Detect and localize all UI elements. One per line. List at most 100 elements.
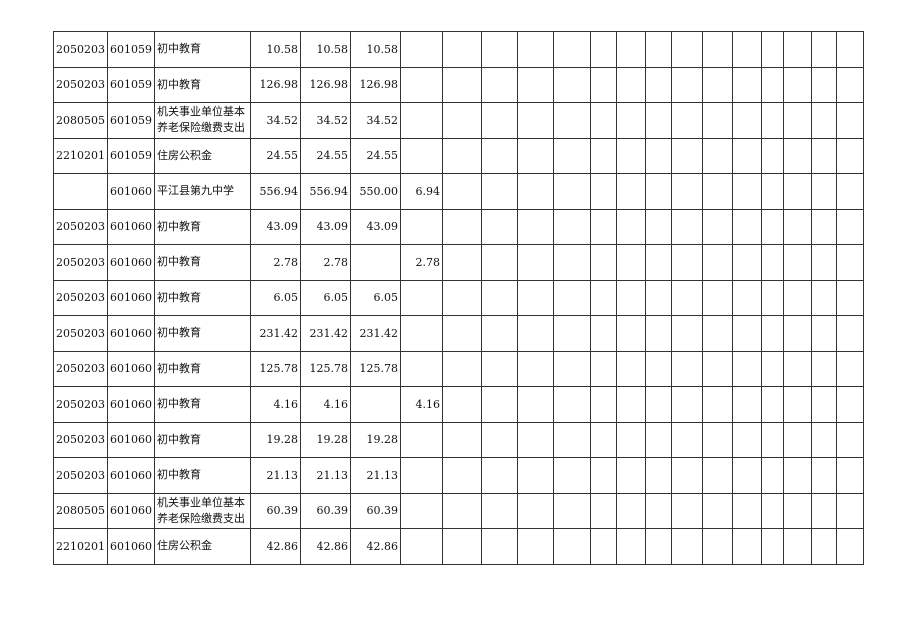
empty-cell (645, 208, 672, 245)
function-code-cell: 2050203 (53, 244, 108, 281)
empty-cell (702, 279, 733, 316)
item-name-cell: 机关事业单位基本养老保险缴费支出 (154, 102, 251, 139)
basic-expense-cell: 126.98 (350, 66, 401, 103)
empty-cell (481, 315, 518, 352)
empty-cell (481, 244, 518, 281)
empty-cell (590, 350, 617, 387)
item-name-cell: 初中教育 (154, 208, 251, 245)
empty-cell (442, 137, 482, 174)
empty-cell (442, 279, 482, 316)
empty-cell (481, 350, 518, 387)
empty-cell (442, 173, 482, 210)
item-name-cell: 住房公积金 (154, 528, 251, 565)
empty-cell (616, 492, 646, 529)
empty-cell (836, 279, 864, 316)
empty-cell (761, 350, 784, 387)
empty-cell (442, 244, 482, 281)
project-expense-cell: 4.16 (400, 386, 443, 423)
empty-cell (442, 315, 482, 352)
empty-cell (645, 457, 672, 494)
empty-cell (442, 528, 482, 565)
subtotal-cell: 21.13 (300, 457, 351, 494)
empty-cell (836, 66, 864, 103)
item-name-cell: 初中教育 (154, 421, 251, 458)
empty-cell (481, 173, 518, 210)
empty-cell (761, 66, 784, 103)
empty-cell (553, 173, 591, 210)
empty-cell (616, 528, 646, 565)
empty-cell (761, 244, 784, 281)
empty-cell (702, 350, 733, 387)
empty-cell (517, 137, 554, 174)
table-row: 601060 平江县第九中学 556.94 556.94 550.00 6.94 (53, 173, 864, 210)
empty-cell (517, 244, 554, 281)
project-expense-cell: 2.78 (400, 244, 443, 281)
empty-cell (590, 66, 617, 103)
unit-code-cell: 601060 (107, 208, 155, 245)
total-cell: 10.58 (250, 31, 301, 68)
empty-cell (442, 208, 482, 245)
function-code-cell: 2080505 (53, 492, 108, 529)
empty-cell (645, 31, 672, 68)
empty-cell (590, 528, 617, 565)
project-expense-cell (400, 66, 443, 103)
empty-cell (732, 66, 762, 103)
empty-cell (783, 421, 812, 458)
unit-code-cell: 601060 (107, 421, 155, 458)
empty-cell (481, 102, 518, 139)
empty-cell (783, 137, 812, 174)
empty-cell (517, 102, 554, 139)
empty-cell (442, 31, 482, 68)
empty-cell (811, 208, 837, 245)
function-code-cell: 2050203 (53, 350, 108, 387)
unit-code-cell: 601060 (107, 492, 155, 529)
project-expense-cell (400, 528, 443, 565)
empty-cell (783, 31, 812, 68)
function-code-cell: 2080505 (53, 102, 108, 139)
total-cell: 60.39 (250, 492, 301, 529)
empty-cell (481, 528, 518, 565)
empty-cell (671, 457, 703, 494)
empty-cell (517, 528, 554, 565)
subtotal-cell: 4.16 (300, 386, 351, 423)
empty-cell (590, 137, 617, 174)
empty-cell (590, 279, 617, 316)
empty-cell (442, 66, 482, 103)
item-name-cell: 初中教育 (154, 315, 251, 352)
project-expense-cell (400, 102, 443, 139)
empty-cell (517, 386, 554, 423)
empty-cell (590, 102, 617, 139)
empty-cell (671, 279, 703, 316)
empty-cell (836, 208, 864, 245)
empty-cell (645, 386, 672, 423)
empty-cell (761, 315, 784, 352)
item-name-cell: 平江县第九中学 (154, 173, 251, 210)
table-row: 2050203 601060 初中教育 6.05 6.05 6.05 (53, 279, 864, 316)
empty-cell (811, 350, 837, 387)
empty-cell (616, 173, 646, 210)
empty-cell (553, 208, 591, 245)
empty-cell (442, 421, 482, 458)
empty-cell (517, 315, 554, 352)
subtotal-cell: 126.98 (300, 66, 351, 103)
empty-cell (590, 421, 617, 458)
basic-expense-cell: 34.52 (350, 102, 401, 139)
empty-cell (732, 315, 762, 352)
empty-cell (836, 102, 864, 139)
empty-cell (836, 244, 864, 281)
project-expense-cell (400, 350, 443, 387)
empty-cell (590, 173, 617, 210)
empty-cell (761, 137, 784, 174)
empty-cell (645, 137, 672, 174)
total-cell: 4.16 (250, 386, 301, 423)
empty-cell (732, 173, 762, 210)
empty-cell (517, 350, 554, 387)
empty-cell (645, 279, 672, 316)
item-name-cell: 初中教育 (154, 457, 251, 494)
empty-cell (553, 31, 591, 68)
empty-cell (811, 173, 837, 210)
empty-cell (517, 457, 554, 494)
function-code-cell: 2050203 (53, 421, 108, 458)
item-name-cell: 机关事业单位基本养老保险缴费支出 (154, 492, 251, 529)
project-expense-cell (400, 31, 443, 68)
